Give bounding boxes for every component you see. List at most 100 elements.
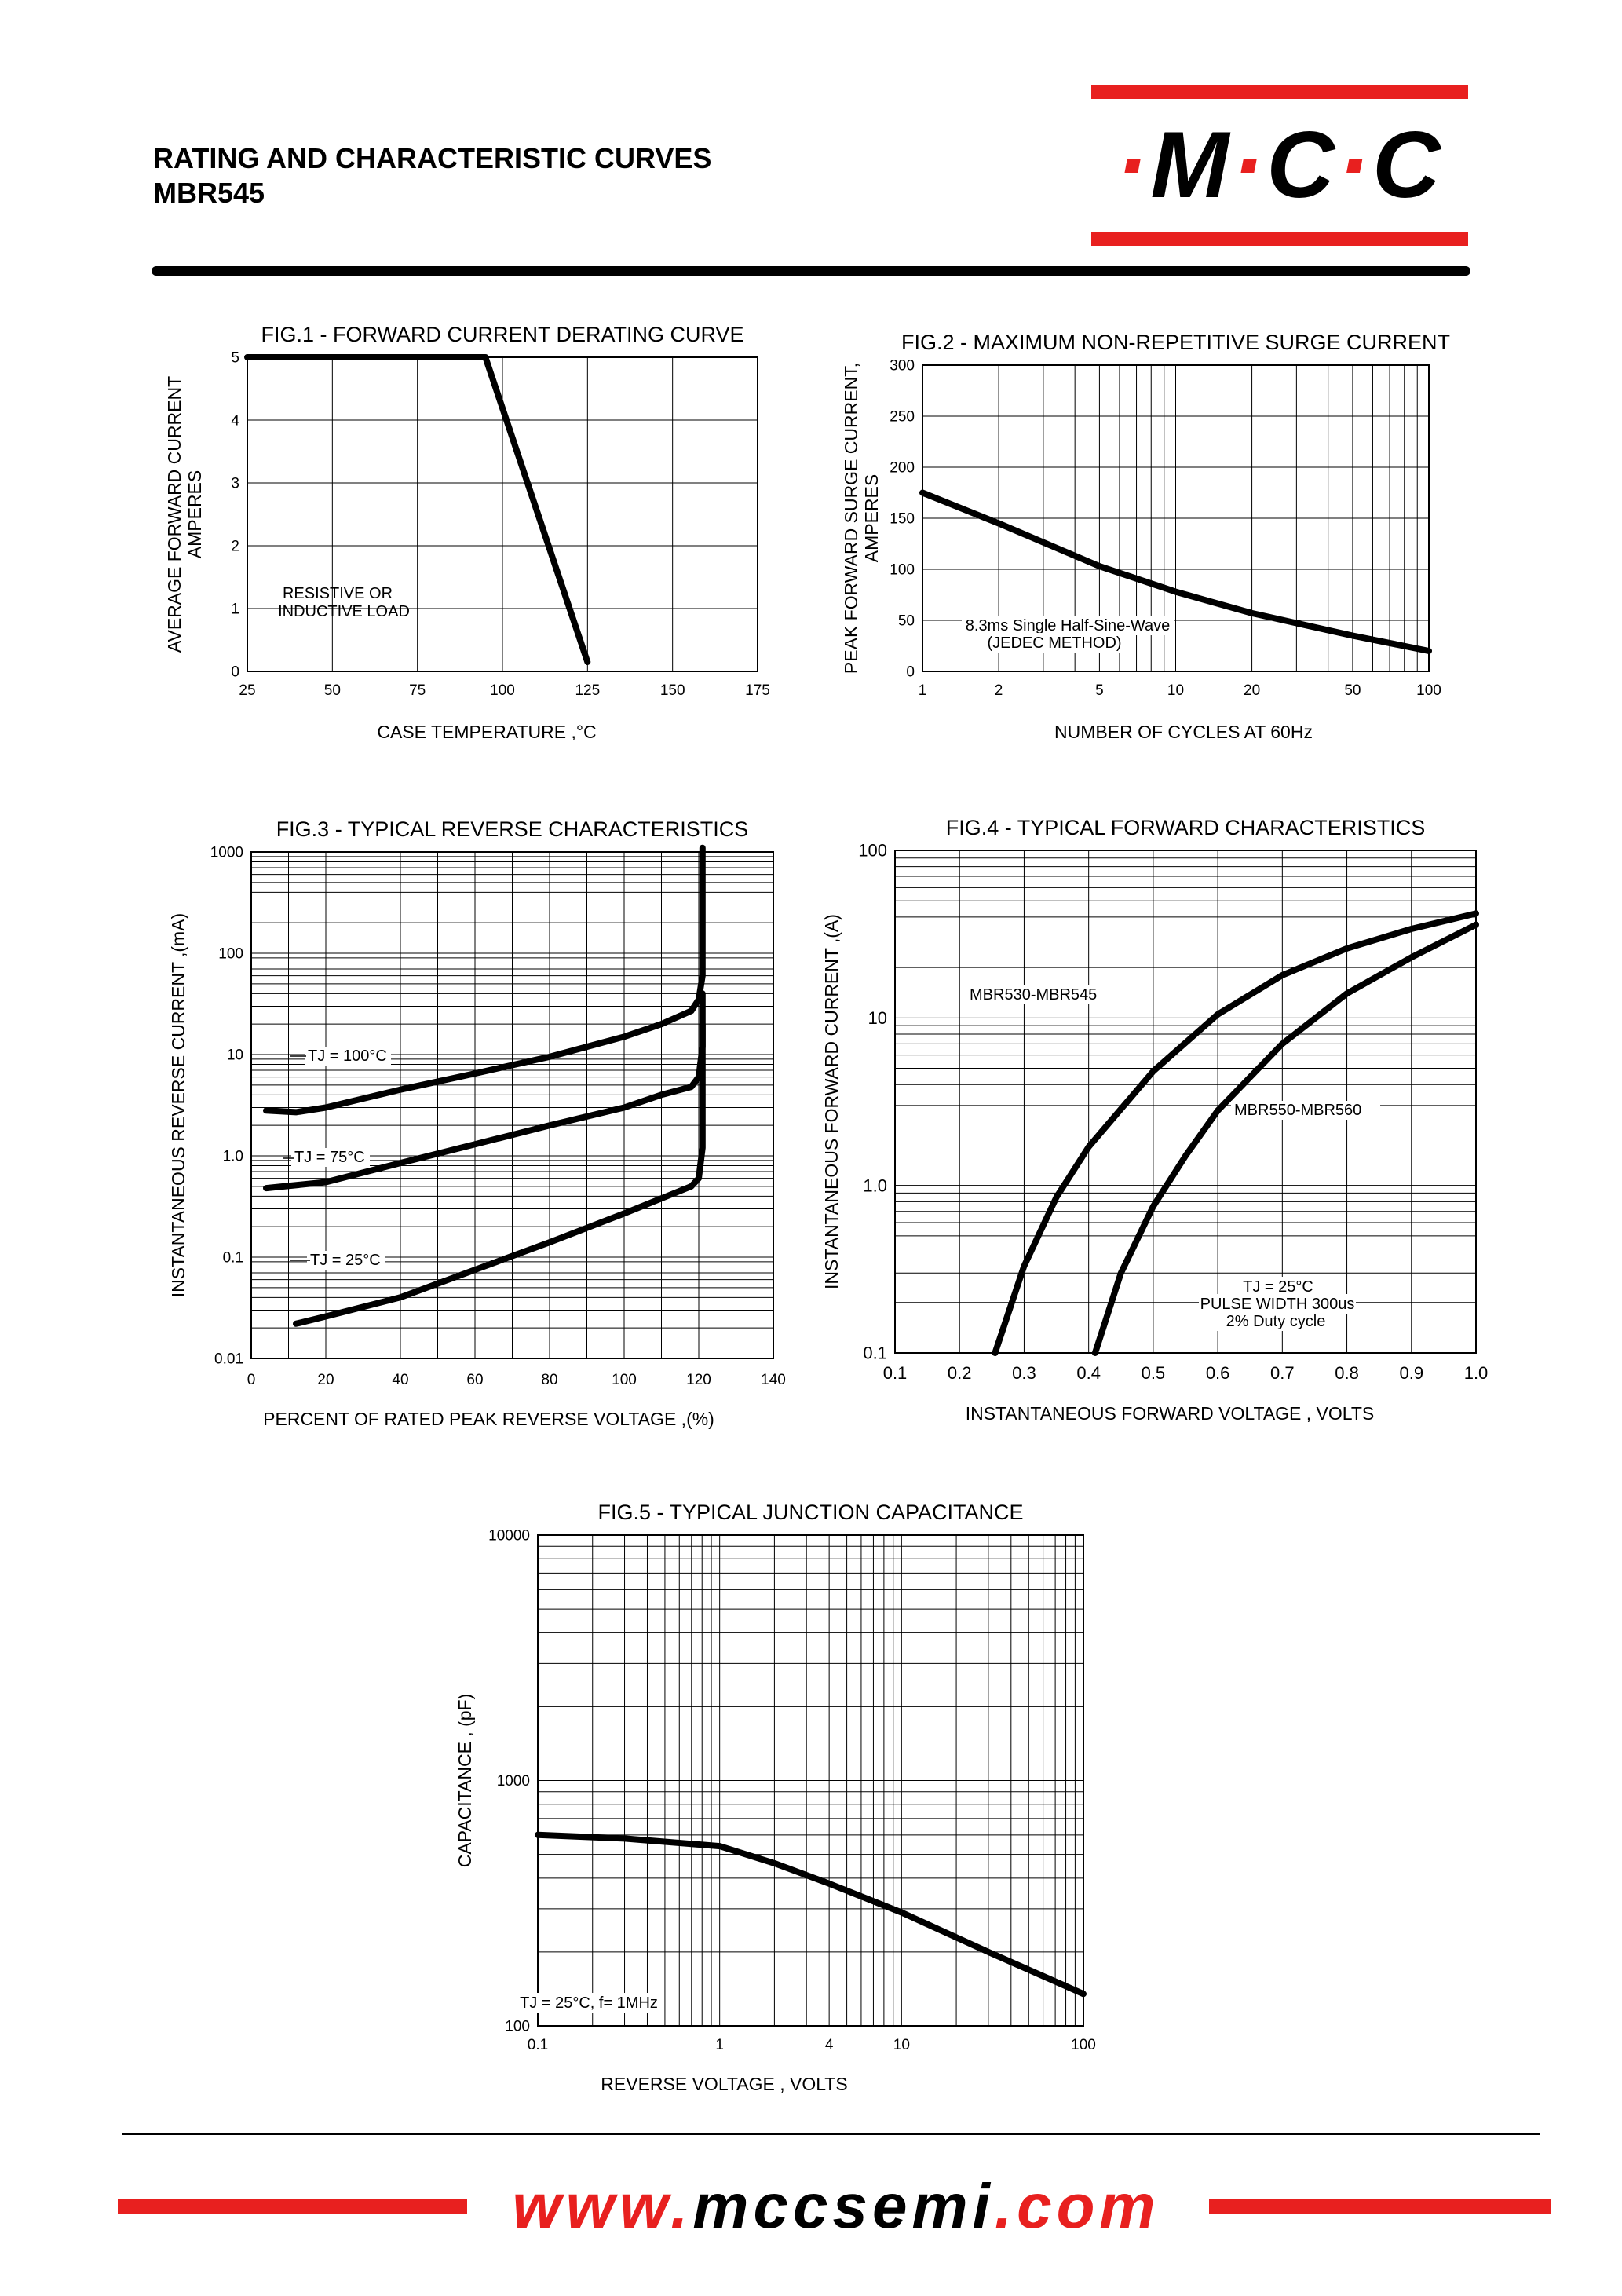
series-line <box>919 489 1432 654</box>
x-tick-label: 0.6 <box>1206 1363 1230 1383</box>
plot-area-frame <box>250 851 774 1359</box>
y-tick-label: 0.01 <box>214 1351 243 1368</box>
series-line <box>992 910 1479 1356</box>
y-tick-label: 1 <box>231 601 239 618</box>
y-tick-label: 1000 <box>497 1773 530 1790</box>
series-line <box>263 844 706 1116</box>
series-label: TJ = 25°C <box>310 1252 381 1269</box>
y-tick-label: 10000 <box>488 1528 530 1545</box>
x-tick-label: 120 <box>686 1372 711 1388</box>
x-tick-label: 0.9 <box>1399 1363 1423 1383</box>
x-tick-label: 25 <box>239 682 255 699</box>
x-tick-label: 0.7 <box>1270 1363 1295 1383</box>
x-tick-label: 0.2 <box>948 1363 972 1383</box>
series-label: TJ = 75°C <box>294 1149 365 1166</box>
series-label-background <box>307 1251 385 1270</box>
x-tick-label: 150 <box>660 682 685 699</box>
chart-annotation: INDUCTIVE LOAD <box>278 603 410 620</box>
page-title-line1: RATING AND CHARACTERISTIC CURVES <box>153 142 712 174</box>
y-tick-label: 3 <box>231 476 239 492</box>
y-tick-label: 100 <box>858 841 887 861</box>
y-tick-label: 0.1 <box>223 1250 243 1267</box>
x-tick-label: 100 <box>1071 2037 1096 2053</box>
chart-title: FIG.2 - MAXIMUM NON-REPETITIVE SURGE CUR… <box>901 331 1450 354</box>
x-tick-label: 10 <box>1167 682 1184 699</box>
x-tick-label: 20 <box>1244 682 1260 699</box>
x-tick-label: 0.1 <box>883 1363 908 1383</box>
x-tick-label: 0.8 <box>1335 1363 1359 1383</box>
x-tick-label: 175 <box>745 682 770 699</box>
plot-area-frame <box>537 1534 1084 2027</box>
y-tick-label: 200 <box>890 460 915 477</box>
x-axis-label: INSTANTANEOUS FORWARD VOLTAGE , VOLTS <box>966 1403 1375 1424</box>
y-axis-label: AMPERES <box>184 470 205 558</box>
x-tick-label: 0.4 <box>1076 1363 1101 1383</box>
fig2-surge-current-chart: FIG.2 - MAXIMUM NON-REPETITIVE SURGE CUR… <box>841 331 1450 742</box>
fig3-reverse-characteristics-chart: FIG.3 - TYPICAL REVERSE CHARACTERISTICS 0… <box>168 817 786 1429</box>
y-tick-label: 0.1 <box>863 1344 887 1363</box>
x-axis-label: REVERSE VOLTAGE , VOLTS <box>601 2074 847 2094</box>
series-line <box>535 1831 1087 1998</box>
x-tick-label: 1.0 <box>1464 1363 1489 1383</box>
x-tick-label: 100 <box>612 1372 637 1388</box>
x-tick-label: 50 <box>1344 682 1361 699</box>
y-axis-label: INSTANTANEOUS FORWARD CURRENT ,(A) <box>821 914 842 1289</box>
website-url: www.mccsemi.com <box>512 2171 1160 2241</box>
x-tick-label: 4 <box>825 2037 834 2053</box>
y-tick-label: 1000 <box>210 845 243 861</box>
series-line <box>244 354 591 665</box>
chart-annotation: 2% Duty cycle <box>1226 1313 1326 1330</box>
y-axis-label: INSTANTANEOUS REVERSE CURRENT ,(mA) <box>168 913 188 1297</box>
x-tick-label: 0 <box>247 1372 256 1388</box>
x-tick-label: 140 <box>761 1372 786 1388</box>
chart-title: FIG.3 - TYPICAL REVERSE CHARACTERISTICS <box>276 817 749 841</box>
y-axis-label: PEAK FORWARD SURGE CURRENT, <box>841 363 861 674</box>
y-axis-label: AVERAGE FORWARD CURRENT <box>164 376 184 653</box>
chart-annotation: (JEDEC METHOD) <box>987 634 1121 652</box>
fig1-derating-chart: FIG.1 - FORWARD CURRENT DERATING CURVE25… <box>164 323 770 742</box>
annotation-background <box>1235 1277 1321 1296</box>
series-label: MBR550-MBR560 <box>1234 1102 1361 1119</box>
series-label-background <box>1231 1101 1380 1120</box>
x-tick-label: 60 <box>466 1372 483 1388</box>
plot-area-frame <box>247 356 758 672</box>
y-tick-label: 250 <box>890 409 915 426</box>
y-tick-label: 10 <box>227 1047 243 1064</box>
annotation-background <box>962 616 1174 635</box>
chart-title: FIG.1 - FORWARD CURRENT DERATING CURVE <box>261 323 743 346</box>
y-tick-label: 5 <box>231 350 239 367</box>
chart-title: FIG.5 - TYPICAL JUNCTION CAPACITANCE <box>597 1501 1023 1524</box>
annotation-background <box>516 1993 662 2013</box>
x-tick-label: 2 <box>995 682 1003 699</box>
y-tick-label: 100 <box>505 2019 530 2035</box>
page-title-line2: MBR545 <box>153 177 265 209</box>
series-label-background <box>966 985 1112 1004</box>
fig5-junction-capacitance-chart: FIG.5 - TYPICAL JUNCTION CAPACITANCE 0.1 1… <box>455 1501 1096 2094</box>
mcc-logo: ·M·C·C <box>1091 85 1468 246</box>
x-tick-label: 20 <box>317 1372 334 1388</box>
x-tick-label: 80 <box>541 1372 557 1388</box>
y-tick-label: 100 <box>890 562 915 579</box>
y-axis-label: AMPERES <box>861 474 882 562</box>
annotation-background <box>1215 1311 1337 1331</box>
y-tick-label: 10 <box>868 1008 887 1028</box>
x-tick-label: 10 <box>893 2037 910 2053</box>
chart-annotation: TJ = 25°C <box>1243 1278 1313 1296</box>
x-tick-label: 100 <box>490 682 515 699</box>
series-label-background <box>291 1148 370 1167</box>
y-tick-label: 2 <box>231 539 239 555</box>
page-title: RATING AND CHARACTERISTIC CURVES MBR545 <box>153 141 711 210</box>
x-tick-label: 1 <box>715 2037 724 2053</box>
chart-annotation: 8.3ms Single Half-Sine-Wave <box>966 617 1170 634</box>
chart-annotation: TJ = 25°C, f= 1MHz <box>520 1994 658 2012</box>
series-line <box>293 1021 706 1327</box>
x-axis-label: PERCENT OF RATED PEAK REVERSE VOLTAGE ,(… <box>263 1409 714 1429</box>
chart-annotation: RESISTIVE OR <box>283 585 393 602</box>
series-label: TJ = 100°C <box>308 1047 387 1065</box>
y-tick-label: 300 <box>890 358 915 375</box>
series-line <box>1091 921 1479 1356</box>
y-tick-label: 4 <box>231 413 239 430</box>
x-tick-label: 5 <box>1095 682 1104 699</box>
x-tick-label: 0.5 <box>1142 1363 1166 1383</box>
x-tick-label: 1 <box>919 682 927 699</box>
